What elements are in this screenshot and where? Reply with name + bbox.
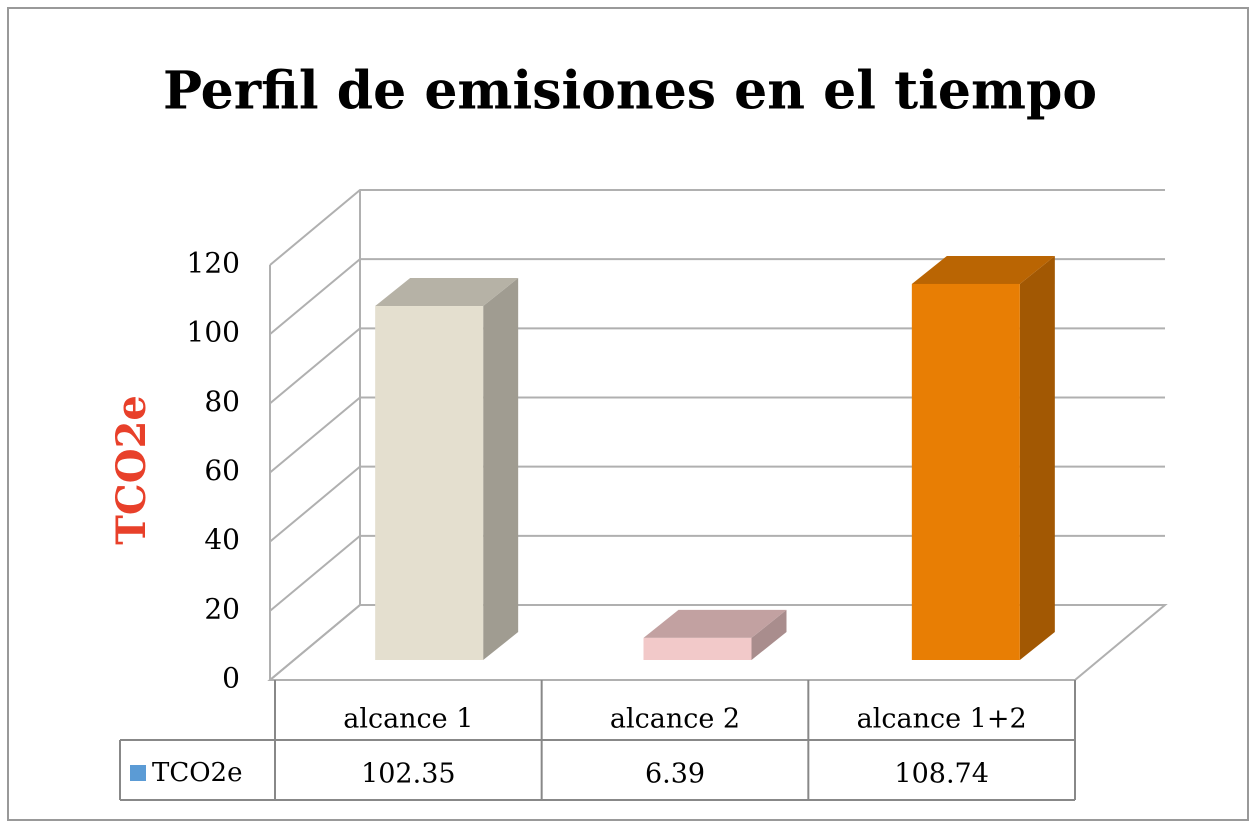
grid-line: [269, 534, 1165, 612]
x-tick-label: alcance 1+2: [857, 704, 1027, 735]
grid-line: [269, 189, 1165, 266]
grid-line: [269, 327, 1165, 405]
bar: [643, 637, 752, 660]
x-tick-label: alcance 1: [343, 704, 473, 735]
legend-label: TCO2e: [152, 758, 242, 788]
y-tick-label: 20: [204, 592, 240, 625]
bar-top: [643, 609, 787, 638]
y-tick-label: 60: [204, 454, 240, 487]
table-value: 6.39: [645, 759, 705, 790]
legend-swatch: [130, 765, 146, 781]
x-tick-label: alcance 2: [610, 704, 740, 735]
y-tick-label: 0: [222, 662, 240, 695]
bar-side: [1019, 255, 1055, 660]
bar-top: [911, 255, 1055, 284]
y-tick-label: 80: [204, 385, 240, 418]
y-axis-label: TCO2e: [108, 395, 155, 545]
grid-line: [269, 465, 1165, 543]
grid-line: [269, 604, 1165, 681]
bar-side: [751, 609, 787, 660]
bar: [911, 283, 1020, 660]
bar-side: [483, 278, 519, 660]
table-value: 108.74: [894, 759, 988, 790]
bar: [375, 306, 484, 660]
y-tick-label: 100: [187, 316, 240, 349]
grid-line: [269, 396, 1165, 474]
table-value: 102.35: [361, 759, 455, 790]
chart-frame: [7, 7, 1249, 821]
chart-title: Perfil de emisiones en el tiempo: [163, 61, 1097, 122]
y-tick-label: 40: [204, 523, 240, 556]
y-tick-label: 120: [187, 247, 240, 280]
grid-line: [269, 258, 1165, 335]
bar-top: [375, 278, 519, 307]
